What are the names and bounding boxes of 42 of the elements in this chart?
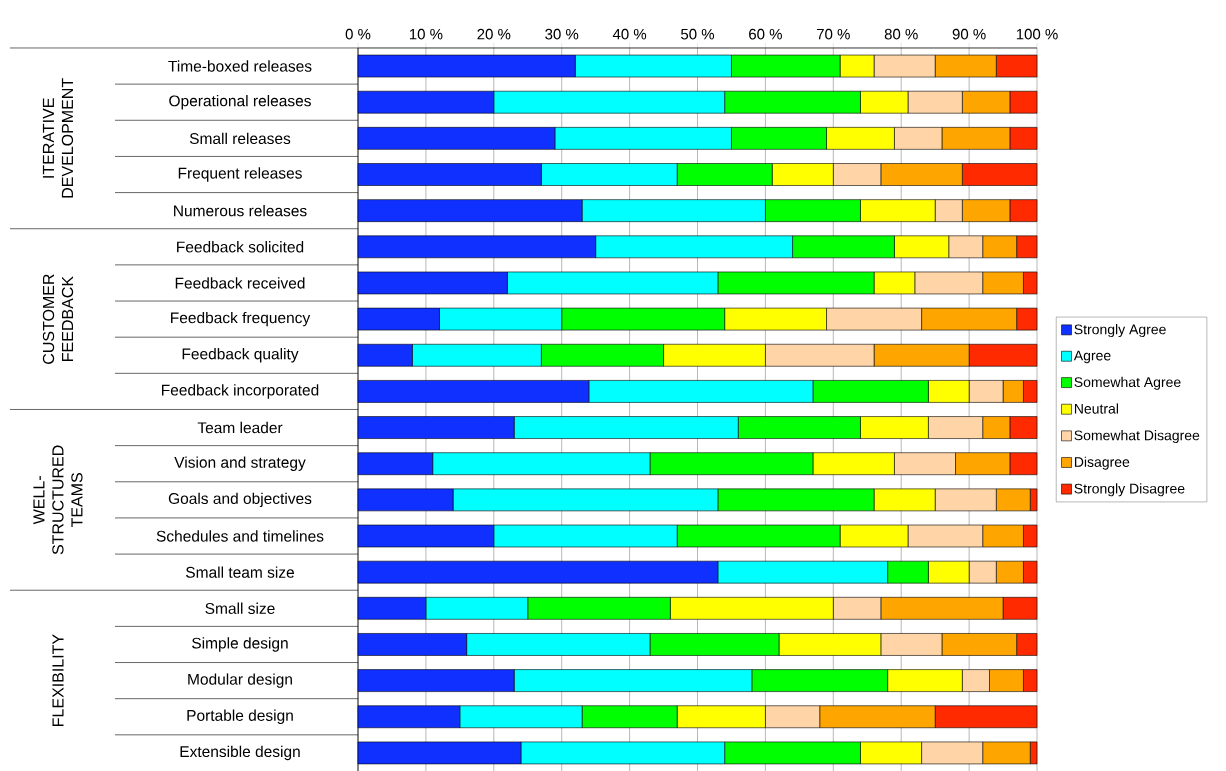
y-tick-label: Feedback incorporated	[162, 384, 319, 399]
text: CUSTOMER FEEDBACK	[42, 274, 74, 364]
x-tick-label: 30 %	[545, 28, 579, 40]
y-tick-label: Schedules and timelines	[156, 530, 324, 542]
x-tick-label: 70 %	[816, 28, 850, 40]
y-tick-label: Modular design	[188, 673, 292, 688]
y-tick-label: Small size	[205, 602, 275, 614]
x-tick-label: 10 %	[409, 28, 443, 40]
y-tick-label: Feedback received	[175, 277, 305, 289]
legend-label: Somewhat Disagree	[1074, 430, 1200, 444]
legend-label: Somewhat Agree	[1074, 376, 1181, 390]
x-tick-label: 50 %	[681, 28, 715, 40]
y-tick-label: Time-boxed releases	[168, 60, 312, 72]
y-tick-label: Goals and objectives	[168, 492, 312, 508]
text: WELL-STRUCTURED TEAMS	[33, 445, 83, 555]
y-tick-label: Feedback solicited	[177, 241, 304, 253]
legend-label: Neutral	[1074, 403, 1118, 414]
legend-label: Strongly Disagree	[1074, 483, 1185, 497]
y-tick-label: Portable design	[187, 709, 293, 724]
y-tick-label: Vision and strategy	[174, 456, 306, 471]
y-tick-label: Feedback quality	[182, 348, 299, 363]
y-tick-label: Numerous releases	[174, 204, 307, 217]
x-tick-label: 0 %	[345, 28, 371, 40]
y-tick-label: Simple design	[192, 637, 288, 652]
x-tick-label: 80 %	[884, 28, 918, 40]
x-tick-label: 90 %	[952, 28, 986, 40]
y-tick-label: Extensible design	[180, 745, 300, 761]
legend-label: Strongly Agree	[1074, 324, 1166, 338]
x-tick-label: 100 %	[1016, 28, 1058, 40]
x-tick-label: 20 %	[477, 28, 511, 40]
x-tick-label: 40 %	[612, 28, 647, 40]
y-tick-label: Small team size	[186, 566, 294, 578]
y-tick-label: Small releases	[189, 132, 291, 145]
y-tick-label: Team leader	[197, 421, 283, 434]
y-tick-label: Feedback frequency	[171, 311, 311, 327]
text: ITERATIVE DEVELOPMENT	[42, 78, 74, 198]
x-tick-label: 60 %	[749, 28, 782, 40]
text: FLEXIBILITY	[52, 634, 64, 726]
legend-label: Disagree	[1074, 456, 1130, 470]
y-tick-label: Frequent releases	[178, 167, 302, 182]
y-tick-label: Operational releases	[169, 94, 311, 110]
legend-label: Agree	[1073, 350, 1111, 364]
